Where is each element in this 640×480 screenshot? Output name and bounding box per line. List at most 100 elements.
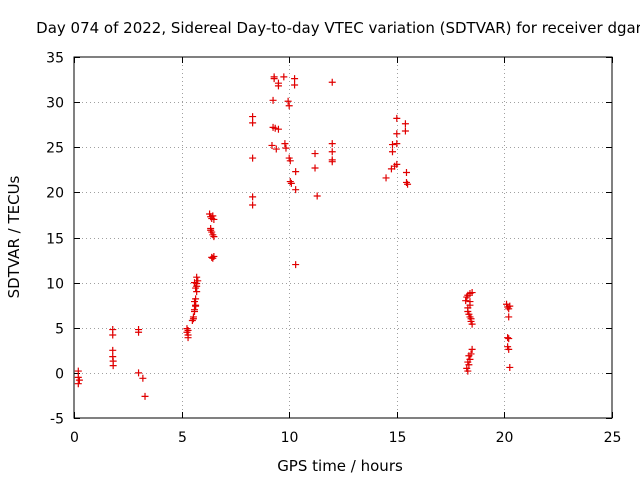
y-tick-label: 20 bbox=[46, 186, 64, 202]
data-point bbox=[285, 102, 293, 110]
axis-ticks: 0 5 10 15 20 25 -5 0 5 10 15 20 25 30 35 bbox=[46, 51, 621, 447]
y-tick-label: 35 bbox=[46, 51, 64, 67]
data-point bbox=[109, 331, 117, 339]
data-point bbox=[249, 193, 257, 201]
data-point bbox=[271, 124, 279, 132]
x-tick-label: 5 bbox=[178, 430, 187, 446]
data-point bbox=[191, 306, 199, 314]
data-point bbox=[249, 201, 257, 209]
data-point bbox=[272, 145, 280, 153]
data-point bbox=[401, 127, 409, 135]
data-point bbox=[504, 334, 512, 342]
x-tick-label: 10 bbox=[281, 430, 299, 446]
data-point bbox=[463, 364, 471, 372]
data-point bbox=[109, 362, 117, 370]
data-point bbox=[313, 192, 321, 200]
x-tick-label: 20 bbox=[496, 430, 514, 446]
data-point bbox=[192, 301, 200, 309]
y-tick-label: 10 bbox=[46, 277, 64, 293]
data-point bbox=[189, 315, 197, 323]
y-tick-label: 5 bbox=[55, 322, 64, 338]
data-point bbox=[506, 302, 514, 310]
data-point bbox=[249, 113, 257, 121]
data-point bbox=[388, 141, 396, 149]
data-point bbox=[280, 73, 288, 81]
grid bbox=[74, 57, 612, 418]
data-point bbox=[74, 380, 82, 388]
data-point bbox=[404, 180, 412, 188]
x-tick-label: 15 bbox=[389, 430, 407, 446]
data-point bbox=[464, 358, 472, 366]
data-point bbox=[393, 130, 401, 138]
data-point bbox=[184, 326, 192, 334]
data-point bbox=[506, 363, 514, 371]
data-point bbox=[135, 328, 143, 336]
data-point bbox=[291, 75, 299, 83]
data-point bbox=[468, 345, 476, 353]
y-tick-label: 30 bbox=[46, 96, 64, 112]
data-point bbox=[281, 140, 289, 148]
data-point bbox=[274, 79, 282, 87]
data-point bbox=[286, 157, 294, 165]
chart-title: Day 074 of 2022, Sidereal Day-to-day VTE… bbox=[36, 19, 640, 37]
data-point bbox=[328, 140, 336, 148]
data-point bbox=[269, 96, 277, 104]
data-point bbox=[210, 233, 218, 241]
y-tick-label: 25 bbox=[46, 141, 64, 157]
data-point bbox=[311, 150, 319, 158]
data-point bbox=[141, 392, 149, 400]
data-point bbox=[393, 140, 401, 148]
data-points bbox=[74, 73, 514, 400]
data-point bbox=[466, 298, 474, 306]
y-tick-label: -5 bbox=[50, 412, 64, 428]
data-point bbox=[462, 297, 470, 305]
data-point bbox=[249, 154, 257, 162]
y-tick-label: 0 bbox=[55, 367, 64, 383]
data-point bbox=[505, 313, 513, 321]
data-point bbox=[311, 164, 319, 172]
x-tick-label: 0 bbox=[70, 430, 79, 446]
data-point bbox=[291, 81, 299, 89]
data-point bbox=[249, 119, 257, 127]
data-point bbox=[328, 158, 336, 166]
data-point bbox=[464, 308, 472, 316]
data-point bbox=[388, 148, 396, 156]
data-point bbox=[466, 313, 474, 321]
plot-frame bbox=[73, 56, 613, 419]
data-point bbox=[401, 120, 409, 128]
data-point bbox=[382, 174, 390, 182]
data-point bbox=[292, 261, 300, 269]
data-point bbox=[292, 168, 300, 176]
data-point bbox=[505, 345, 513, 353]
data-point bbox=[184, 334, 192, 342]
data-point bbox=[328, 148, 336, 156]
data-point bbox=[328, 78, 336, 86]
x-tick-label: 25 bbox=[604, 430, 622, 446]
data-point bbox=[74, 367, 82, 375]
data-point bbox=[209, 212, 217, 220]
data-point bbox=[210, 252, 218, 260]
x-axis-label: GPS time / hours bbox=[277, 457, 403, 475]
data-point bbox=[139, 374, 147, 382]
data-point bbox=[270, 73, 278, 81]
y-tick-label: 15 bbox=[46, 232, 64, 248]
data-point bbox=[465, 352, 473, 360]
data-point bbox=[274, 125, 282, 133]
data-point bbox=[287, 179, 295, 187]
data-point bbox=[109, 346, 117, 354]
data-point bbox=[207, 226, 215, 234]
y-axis-label: SDTVAR / TECUs bbox=[5, 175, 23, 298]
data-point bbox=[292, 186, 300, 194]
data-point bbox=[192, 284, 200, 292]
data-point bbox=[282, 144, 290, 152]
data-point bbox=[193, 280, 201, 288]
data-point bbox=[75, 376, 83, 384]
data-point bbox=[268, 141, 276, 149]
data-point bbox=[192, 295, 200, 303]
data-point bbox=[467, 317, 475, 325]
data-point bbox=[393, 160, 401, 168]
data-point bbox=[193, 273, 201, 281]
data-point bbox=[393, 114, 401, 122]
